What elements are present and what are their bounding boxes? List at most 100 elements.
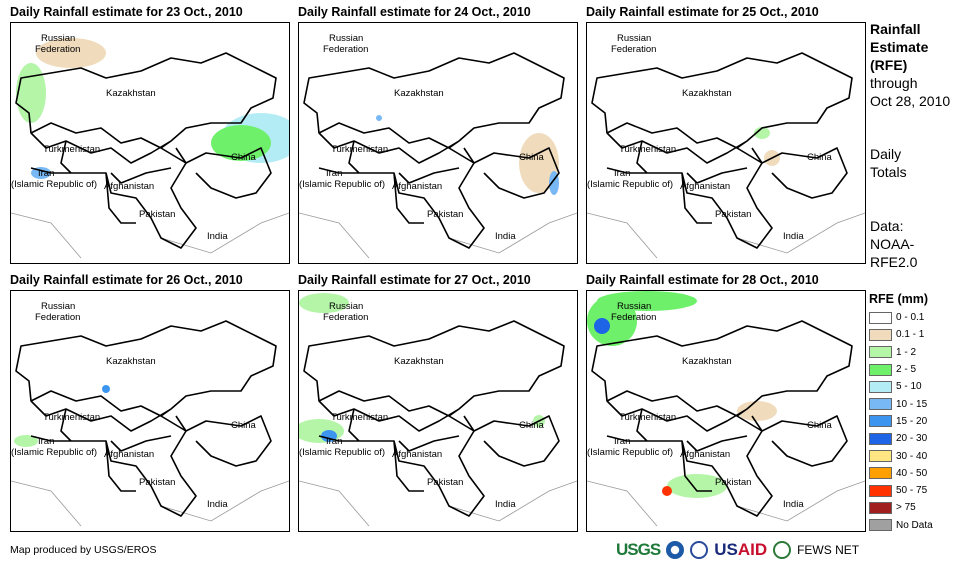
country-borders	[303, 320, 565, 517]
legend-label: > 75	[896, 502, 916, 514]
rainfall-area	[597, 291, 697, 311]
rainfall-map-panel: Russian Federation Kazakhstan Turkmenistan I…	[298, 22, 578, 264]
country-borders	[15, 320, 277, 517]
legend-title: RFE (mm)	[869, 292, 929, 306]
panel-title: Daily Rainfall estimate for 25 Oct., 201…	[586, 5, 819, 19]
legend-swatch	[869, 380, 892, 393]
map-label-russia-2: Federation	[35, 44, 81, 55]
neighbor-borders	[587, 480, 865, 527]
map-label-pakistan: Pakistan	[715, 209, 752, 220]
country-borders	[591, 52, 853, 249]
legend-label: No Data	[896, 519, 933, 531]
map-label-afghanistan: Afghanistan	[392, 181, 443, 192]
rainfall-map-panel: Russian Federation Kazakhstan Turkmenistan I…	[10, 22, 290, 264]
legend-swatch	[869, 346, 892, 359]
map-label-kazakhstan: Kazakhstan	[394, 356, 444, 367]
map-label-china: China	[519, 152, 544, 163]
neighbor-borders	[299, 212, 577, 259]
country-borders	[591, 320, 853, 517]
map-label-russia-1: Russian	[329, 33, 364, 44]
side-title-3: (RFE)	[870, 57, 908, 73]
map-label-iran-2: (Islamic Republic of)	[587, 447, 674, 458]
map-label-russia-1: Russian	[329, 301, 364, 312]
map-label-pakistan: Pakistan	[427, 209, 464, 220]
panel-title: Daily Rainfall estimate for 27 Oct., 201…	[298, 273, 531, 287]
legend-item: 2 - 5	[869, 361, 933, 378]
neighbor-borders	[11, 480, 289, 527]
legend-item: > 75	[869, 499, 933, 516]
legend-swatch	[869, 311, 892, 324]
map-label-iran-2: (Islamic Republic of)	[299, 179, 386, 190]
legend-item: 40 - 50	[869, 465, 933, 482]
map-label-russia-2: Federation	[323, 312, 369, 323]
map-label-kazakhstan: Kazakhstan	[682, 88, 732, 99]
map-label-iran-2: (Islamic Republic of)	[11, 179, 98, 190]
map-label-kazakhstan: Kazakhstan	[682, 356, 732, 367]
map-label-kazakhstan: Kazakhstan	[106, 356, 156, 367]
rainfall-area	[14, 435, 38, 447]
map-label-iran-1: Iran	[326, 168, 343, 179]
map-label-russia-1: Russian	[617, 33, 652, 44]
map-label-afghanistan: Afghanistan	[392, 449, 443, 460]
side-title: Rainfall Estimate (RFE) through Oct 28, …	[870, 20, 950, 110]
map-label-india: India	[207, 231, 228, 242]
legend-label: 0 - 0.1	[896, 312, 925, 324]
usgs-logo: USGS	[616, 540, 661, 559]
map-svg	[587, 52, 865, 259]
map-svg	[11, 320, 289, 527]
side-totals-2: Totals	[870, 164, 907, 180]
map-label-iran-2: (Islamic Republic of)	[11, 447, 98, 458]
legend-item: 30 - 40	[869, 447, 933, 464]
neighbor-borders	[11, 212, 289, 259]
map-label-pakistan: Pakistan	[139, 477, 176, 488]
legend-swatch	[869, 519, 892, 532]
legend-item: No Data	[869, 517, 933, 534]
usaid-logo: USAID	[714, 540, 767, 560]
side-data-source: Data: NOAA- RFE2.0	[870, 217, 917, 271]
side-through-1: through	[870, 75, 918, 91]
side-data-1: Data:	[870, 218, 904, 234]
legend-item: 50 - 75	[869, 482, 933, 499]
map-label-china: China	[519, 420, 544, 431]
legend-item: 5 - 10	[869, 378, 933, 395]
usaid-aid: AID	[737, 540, 768, 559]
rainfall-area	[211, 125, 271, 161]
fews-globe-icon	[773, 541, 792, 559]
side-data-3: RFE2.0	[870, 254, 918, 270]
map-label-turkmenistan: Turkmenistan	[331, 144, 389, 155]
map-label-india: India	[207, 499, 228, 510]
map-label-india: India	[495, 231, 516, 242]
legend-swatch	[869, 501, 892, 514]
map-label-china: China	[231, 420, 256, 431]
panel-title: Daily Rainfall estimate for 24 Oct., 201…	[298, 5, 531, 19]
legend-swatch	[869, 363, 892, 376]
map-svg	[11, 38, 289, 259]
map-label-russia-2: Federation	[611, 44, 657, 55]
map-label-russia-2: Federation	[323, 44, 369, 55]
rainfall-map-panel: Russian Federation Kazakhstan Turkmenistan I…	[586, 22, 866, 264]
map-label-iran-1: Iran	[38, 168, 55, 179]
legend-item: 0 - 0.1	[869, 309, 933, 326]
legend-item: 20 - 30	[869, 430, 933, 447]
legend-label: 1 - 2	[896, 346, 917, 358]
map-label-iran-1: Iran	[326, 436, 343, 447]
legend-swatch	[869, 450, 892, 463]
legend-label: 40 - 50	[896, 467, 928, 479]
partner-logos: USGS USAID FEWS NET	[616, 540, 859, 560]
map-credit: Map produced by USGS/EROS	[10, 544, 157, 556]
map-label-china: China	[231, 152, 256, 163]
map-label-turkmenistan: Turkmenistan	[43, 412, 101, 423]
side-totals-1: Daily	[870, 146, 902, 162]
rainfall-map-panel: Russian Federation Kazakhstan Turkmenistan I…	[10, 290, 290, 532]
map-label-pakistan: Pakistan	[139, 209, 176, 220]
map-label-india: India	[495, 499, 516, 510]
rainfall-area	[102, 385, 110, 393]
legend-swatch	[869, 484, 892, 497]
panel-title: Daily Rainfall estimate for 26 Oct., 201…	[10, 273, 243, 287]
side-through-2: Oct 28, 2010	[870, 93, 951, 109]
map-label-russia-2: Federation	[35, 312, 81, 323]
map-label-kazakhstan: Kazakhstan	[106, 88, 156, 99]
rainfall-area	[662, 486, 672, 496]
rainfall-area	[754, 127, 770, 139]
